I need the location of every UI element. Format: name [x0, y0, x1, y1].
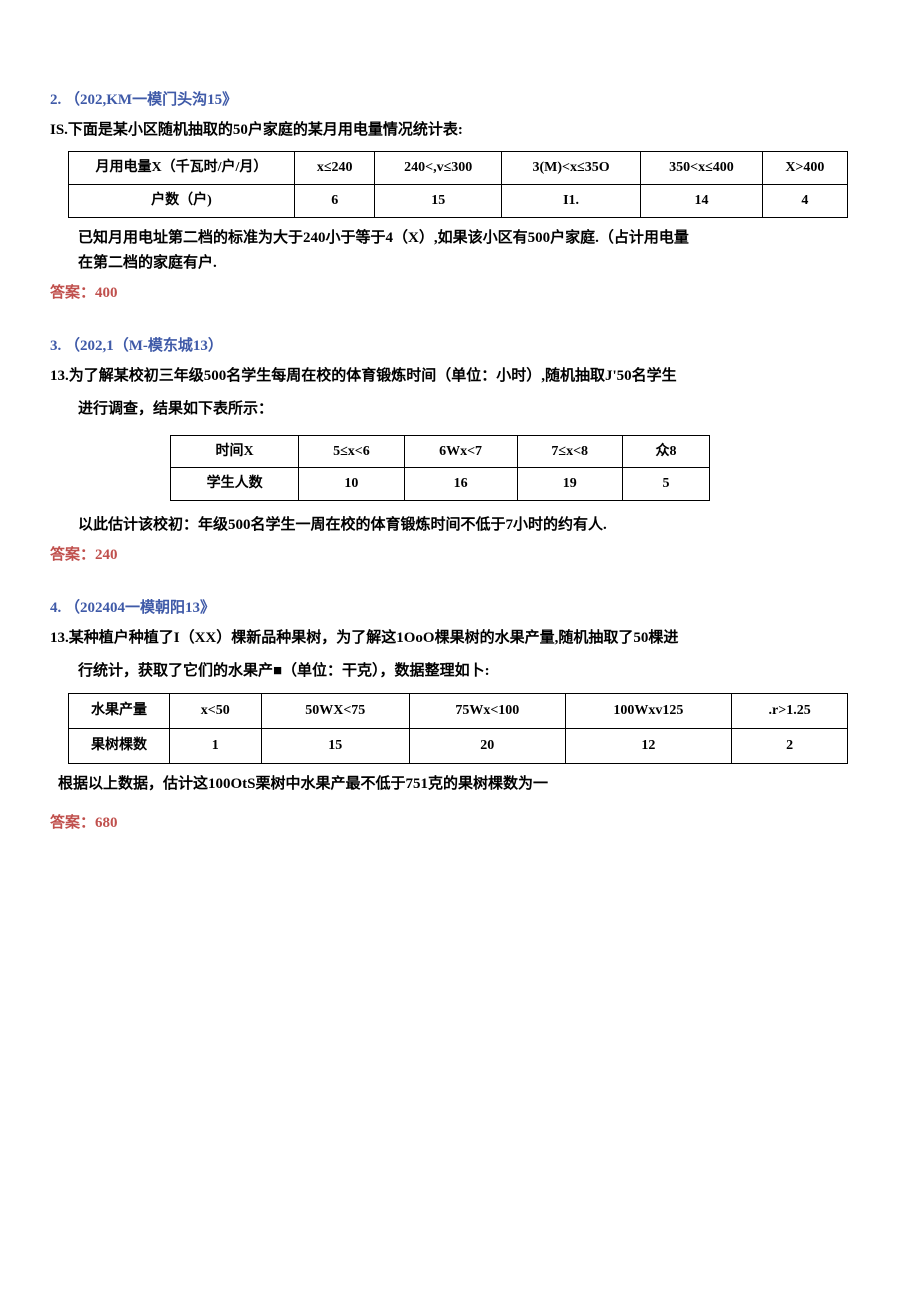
q2-body: IS.下面是某小区随机抽取的50户家庭的某月用电量情况统计表: [50, 118, 870, 144]
cell: 时间X [171, 435, 299, 468]
cell: 学生人数 [171, 468, 299, 501]
cell: 月用电量X（千瓦时/户/月） [69, 152, 295, 185]
q3-num: 3. [50, 338, 61, 354]
q4-header: 4. （202404一模朝阳13》 [50, 596, 870, 622]
q4-body2: 行统计，获取了它们的水果产■（单位：干克），数据整理如卜: [50, 659, 870, 685]
cell: 100Wxv125 [565, 693, 732, 728]
q3-table: 时间X 5≤x<6 6Wx<7 7≤x<8 众8 学生人数 10 16 19 5 [170, 435, 710, 502]
q3-desc1: 以此估计该校初：年级500名学生一周在校的体育锻炼时间不低于7小时的约有人. [78, 513, 870, 539]
q2-num: 2. [50, 92, 61, 108]
cell: 10 [299, 468, 404, 501]
cell: 350<x≤400 [641, 152, 763, 185]
table-row: 果树棵数 1 15 20 12 2 [69, 728, 848, 763]
cell: 6 [295, 184, 375, 217]
q4-desc1: 根据以上数据，估计这100OtS栗树中水果产最不低于751克的果树棵数为一 [58, 772, 870, 798]
table-row: 户数（户) 6 15 I1. 14 4 [69, 184, 848, 217]
q4-num: 4. [50, 600, 61, 616]
cell: .r>1.25 [732, 693, 848, 728]
cell: 15 [375, 184, 502, 217]
q3-body1: 13.为了解某校初三年级500名学生每周在校的体育锻炼时间（单位：小时）,随机抽… [50, 364, 870, 390]
q3-body2: 进行调查，结果如下表所示： [50, 397, 870, 423]
q2-ref: （202,KM一模门头沟15》 [65, 92, 237, 108]
cell: 19 [517, 468, 622, 501]
cell: 14 [641, 184, 763, 217]
cell: I1. [501, 184, 640, 217]
q2-answer: 答案：400 [50, 281, 870, 307]
cell: 20 [410, 728, 566, 763]
q2-header: 2. （202,KM一模门头沟15》 [50, 88, 870, 114]
cell: 1 [170, 728, 262, 763]
cell: 4 [762, 184, 847, 217]
cell: 果树棵数 [69, 728, 170, 763]
table-row: 时间X 5≤x<6 6Wx<7 7≤x<8 众8 [171, 435, 710, 468]
cell: 15 [261, 728, 409, 763]
q3-header: 3. （202,1（M-模东城13） [50, 334, 870, 360]
q3-ref: （202,1（M-模东城13） [65, 338, 223, 354]
q2-desc2: 在第二档的家庭有户. [78, 251, 870, 277]
cell: 3(M)<x≤35O [501, 152, 640, 185]
q2-table: 月用电量X（千瓦时/户/月） x≤240 240<,v≤300 3(M)<x≤3… [68, 151, 848, 218]
cell: 12 [565, 728, 732, 763]
cell: 50WX<75 [261, 693, 409, 728]
cell: 75Wx<100 [410, 693, 566, 728]
q2-desc1: 已知月用电址第二档的标准为大于240小于等于4（X）,如果该小区有500户家庭.… [78, 226, 870, 252]
cell: 6Wx<7 [404, 435, 517, 468]
q4-answer: 答案：680 [50, 811, 870, 837]
q4-ref: （202404一模朝阳13》 [65, 600, 215, 616]
cell: 户数（户) [69, 184, 295, 217]
table-row: 月用电量X（千瓦时/户/月） x≤240 240<,v≤300 3(M)<x≤3… [69, 152, 848, 185]
cell: 240<,v≤300 [375, 152, 502, 185]
cell: 2 [732, 728, 848, 763]
q3-answer: 答案：240 [50, 543, 870, 569]
table-row: 学生人数 10 16 19 5 [171, 468, 710, 501]
cell: 5≤x<6 [299, 435, 404, 468]
cell: 7≤x<8 [517, 435, 622, 468]
q4-table: 水果产量 x<50 50WX<75 75Wx<100 100Wxv125 .r>… [68, 693, 848, 764]
cell: 16 [404, 468, 517, 501]
cell: 众8 [622, 435, 709, 468]
cell: 5 [622, 468, 709, 501]
table-row: 水果产量 x<50 50WX<75 75Wx<100 100Wxv125 .r>… [69, 693, 848, 728]
cell: X>400 [762, 152, 847, 185]
cell: 水果产量 [69, 693, 170, 728]
cell: x<50 [170, 693, 262, 728]
cell: x≤240 [295, 152, 375, 185]
q4-body1: 13.某种植户种植了I（XX）棵新品种果树，为了解这1OoO棵果树的水果产量,随… [50, 626, 870, 652]
